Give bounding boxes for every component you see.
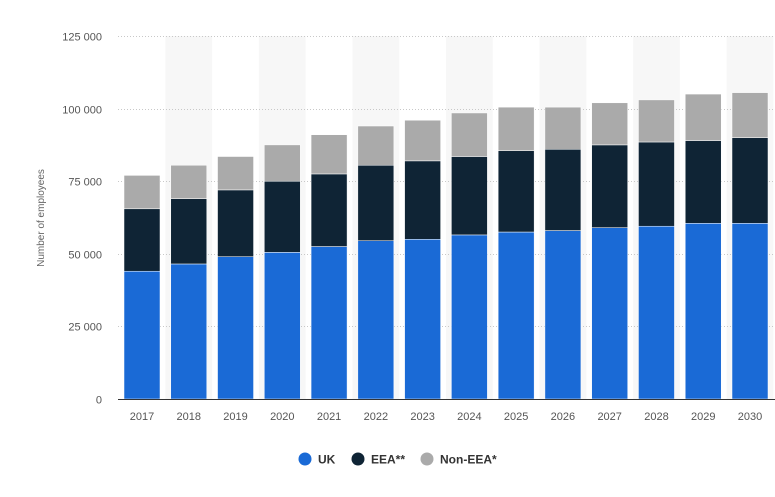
bar-segment (591, 144, 628, 228)
bar-segment (404, 160, 441, 240)
x-tick-label: 2023 (410, 411, 434, 423)
bar-segment (217, 189, 254, 257)
legend-label: UK (318, 453, 336, 467)
bar-segment (638, 141, 675, 227)
legend: UK EEA** Non-EEA* (298, 452, 497, 467)
bar-segment (497, 106, 535, 151)
bar-segment (638, 225, 675, 400)
bar-segment (264, 252, 301, 400)
legend-item[interactable]: Non-EEA* (420, 452, 497, 467)
bar-segment (684, 140, 722, 224)
legend-marker (420, 452, 434, 466)
y-axis-ticks: 0 25 000 50 000 75 000 100 000 125 000 (62, 32, 102, 407)
x-tick-label: 2026 (551, 411, 575, 423)
bar-segment (638, 99, 675, 143)
x-tick-label: 2020 (270, 411, 294, 423)
bar-segment (731, 137, 769, 224)
bar-segment (544, 230, 582, 400)
x-tick-label: 2027 (597, 411, 621, 423)
bar-segment (684, 223, 722, 400)
bar-segment (170, 263, 208, 400)
x-tick-label: 2029 (691, 411, 715, 423)
bar-segment (591, 102, 628, 146)
legend-item[interactable]: UK (298, 452, 336, 467)
x-tick-label: 2022 (364, 411, 388, 423)
y-tick-label: 125 000 (62, 32, 102, 44)
legend-item[interactable]: EEA** (351, 452, 406, 467)
legend-marker (298, 452, 312, 466)
bar-segment (451, 156, 488, 236)
bars (123, 92, 769, 400)
bar-segment (731, 92, 769, 138)
bar-segment (264, 144, 301, 182)
bar-segment (544, 149, 582, 231)
bar-segment (123, 270, 161, 400)
x-tick-label: 2024 (457, 411, 481, 423)
bar-segment (731, 223, 769, 400)
bar-segment (217, 256, 254, 400)
legend-marker (351, 452, 365, 466)
bar-segment (357, 164, 395, 241)
x-tick-label: 2030 (738, 411, 762, 423)
bar-segment (451, 112, 488, 157)
legend-label: EEA** (371, 453, 405, 467)
bar-segment (123, 208, 161, 272)
y-tick-label: 75 000 (68, 177, 102, 189)
bar-segment (217, 156, 254, 191)
y-tick-label: 50 000 (68, 250, 102, 262)
x-tick-label: 2021 (317, 411, 341, 423)
y-tick-label: 25 000 (68, 322, 102, 334)
x-tick-label: 2019 (223, 411, 247, 423)
bar-segment (404, 239, 441, 400)
bar-segment (404, 119, 441, 162)
bar-segment (591, 227, 628, 400)
bar-segment (357, 125, 395, 166)
x-axis-ticks: 2017 2018 2019 2020 2021 2022 2023 2024 2025 2026… (130, 411, 762, 423)
y-tick-label: 0 (96, 395, 102, 407)
x-tick-label: 2028 (644, 411, 668, 423)
y-tick-label: 100 000 (62, 105, 102, 117)
bar-segment (357, 240, 395, 400)
bar-segment (451, 234, 488, 400)
x-tick-label: 2025 (504, 411, 528, 423)
legend-label: Non-EEA* (440, 453, 497, 467)
bar-segment (310, 173, 348, 247)
x-tick-label: 2018 (177, 411, 201, 423)
bar-segment (310, 134, 348, 175)
bar-segment (170, 198, 208, 265)
y-axis-label: Number of employees (36, 169, 47, 267)
bar-segment (684, 93, 722, 141)
bar-segment (264, 180, 301, 253)
bar-segment (497, 231, 535, 400)
bar-segment (123, 175, 161, 210)
bar-segment (310, 246, 348, 400)
bar-segment (544, 106, 582, 150)
bar-segment (497, 150, 535, 233)
x-tick-label: 2017 (130, 411, 154, 423)
bar-segment (170, 164, 208, 199)
